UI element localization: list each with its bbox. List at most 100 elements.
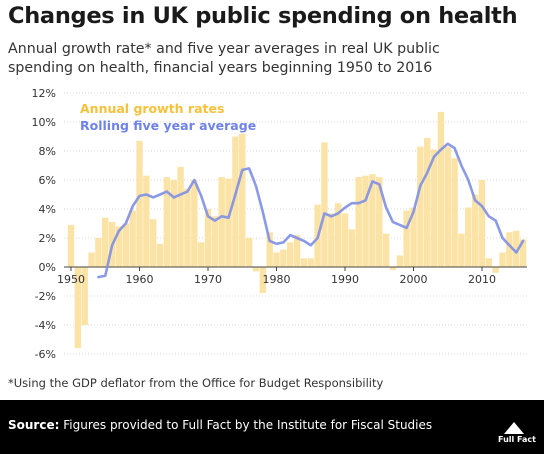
bar (519, 239, 527, 267)
bar (81, 267, 88, 325)
footnote: *Using the GDP deflator from the Office … (8, 376, 384, 390)
x-tick-label: 2010 (468, 273, 496, 286)
y-tick-label: 2% (39, 232, 56, 245)
bar (389, 267, 397, 270)
bar (136, 140, 143, 267)
bar (465, 207, 472, 267)
bar (143, 175, 150, 267)
bar (259, 267, 266, 294)
bar (156, 243, 164, 267)
bar (150, 219, 157, 267)
bar (506, 232, 513, 267)
bar (225, 178, 232, 267)
footer-bar: Source: Figures provided to Full Fact by… (0, 400, 544, 454)
logo-text: Full Fact (498, 435, 536, 444)
line-series (97, 142, 525, 279)
chart-subtitle: Annual growth rate* and five year averag… (8, 41, 440, 76)
legend-item-rolling-average: Rolling five year average (80, 118, 256, 133)
y-tick-label: 0% (39, 261, 56, 274)
bar (321, 142, 328, 267)
bar (430, 149, 438, 267)
y-tick-label: 4% (39, 203, 56, 216)
logo-triangle-icon (504, 422, 524, 434)
bar (492, 267, 499, 273)
bar (170, 180, 177, 267)
x-tick-label: 1950 (57, 273, 85, 286)
bar (287, 242, 294, 267)
source-line: Source: Figures provided to Full Fact by… (8, 418, 432, 432)
chart: 12% 10% 8% 6% 4% 2% 0% -2% -4% -6% 1950 1960 1970 198… (32, 87, 527, 361)
bar (458, 233, 465, 267)
bar (362, 175, 369, 267)
bar (74, 267, 82, 349)
bars-series (67, 111, 527, 349)
legend: Annual growth rates Rolling five year av… (80, 101, 256, 133)
y-tick-label: -4% (35, 319, 56, 332)
bar (348, 229, 356, 267)
bar (328, 213, 335, 267)
y-tick-label: -2% (35, 290, 56, 303)
y-tick-label: 12% (32, 87, 56, 100)
bar (307, 258, 314, 267)
bar (273, 252, 280, 267)
bar (451, 158, 458, 267)
x-tick-label: 1970 (194, 273, 222, 286)
bar (211, 216, 219, 267)
bar (232, 136, 239, 267)
bar (204, 209, 212, 267)
bar (513, 230, 520, 267)
bar (102, 217, 109, 267)
bar (67, 224, 75, 267)
bar (266, 232, 273, 267)
bar (499, 252, 506, 267)
bar (184, 188, 191, 267)
y-tick-label: -6% (35, 348, 56, 361)
y-tick-label: 10% (32, 116, 56, 129)
bar (334, 203, 342, 267)
bar (376, 177, 383, 267)
x-tick-label: 1960 (126, 273, 154, 286)
bar (245, 238, 253, 267)
source-label: Source: (8, 418, 60, 432)
source-text: Figures provided to Full Fact by the Ins… (63, 418, 433, 432)
bar (218, 177, 225, 267)
bar (122, 223, 129, 267)
bar (191, 180, 198, 267)
bar (410, 207, 417, 267)
chart-title: Changes in UK public spending on health (8, 3, 518, 29)
bar (403, 210, 410, 267)
bar (280, 249, 287, 267)
bar (471, 194, 479, 267)
y-tick-label: 8% (39, 145, 56, 158)
bar (424, 137, 431, 267)
rolling-average-line (97, 142, 525, 279)
bar (197, 242, 205, 267)
bar (163, 177, 171, 267)
axis: 12% 10% 8% 6% 4% 2% 0% -2% -4% -6% 1950 1960 1970 198… (32, 87, 527, 361)
bar (95, 238, 102, 267)
bar (239, 133, 246, 267)
bar (417, 146, 424, 267)
bar (369, 174, 376, 267)
bar (177, 166, 184, 267)
bar (355, 177, 362, 267)
x-tick-label: 1980 (263, 273, 291, 286)
legend-item-annual-growth: Annual growth rates (80, 101, 224, 116)
y-tick-label: 6% (39, 174, 56, 187)
x-tick-label: 2000 (400, 273, 428, 286)
bar (88, 252, 95, 267)
full-fact-logo: Full Fact (496, 422, 536, 444)
bar (437, 111, 445, 267)
bar (252, 267, 260, 272)
bar (300, 258, 308, 267)
bar (396, 255, 403, 267)
x-tick-label: 1990 (331, 273, 359, 286)
bar (293, 235, 301, 267)
bar (485, 258, 493, 267)
bar (341, 213, 349, 267)
bar (382, 233, 390, 267)
bar (115, 226, 123, 267)
bar (478, 180, 486, 267)
bar (444, 146, 451, 267)
bar (129, 210, 136, 267)
